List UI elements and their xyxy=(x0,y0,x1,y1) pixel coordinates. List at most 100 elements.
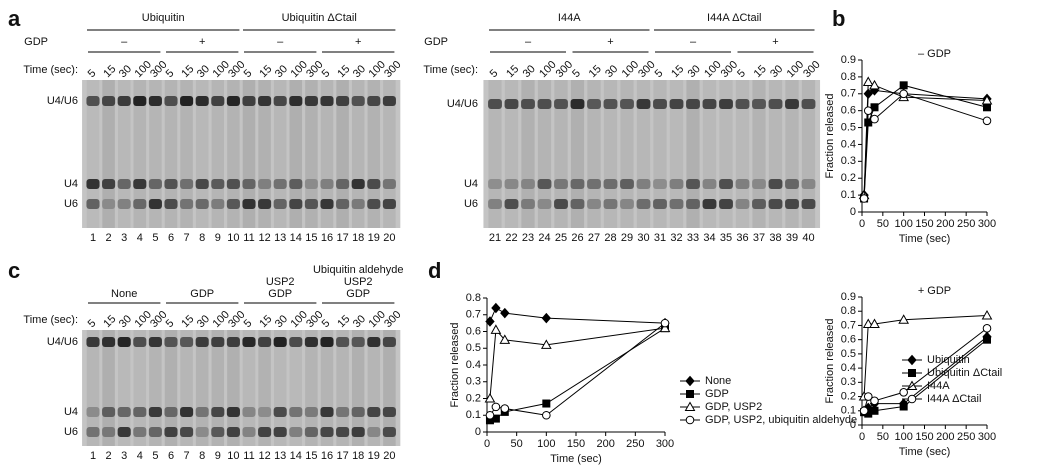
gel-band xyxy=(195,199,209,209)
gel-lane xyxy=(686,80,700,228)
gel-band xyxy=(801,199,816,209)
gel-band xyxy=(603,99,618,109)
gel-band xyxy=(164,427,178,437)
panel-label: c xyxy=(8,258,20,283)
gel-band xyxy=(488,179,502,189)
gel-band xyxy=(195,427,209,437)
lane-number: 19 xyxy=(368,232,380,244)
gel-band xyxy=(702,199,717,209)
lane-number: 28 xyxy=(604,232,616,244)
gel-band xyxy=(273,179,287,189)
gel-band xyxy=(180,199,194,209)
gdp-row-label: GDP xyxy=(24,36,48,48)
gel-band xyxy=(367,179,381,189)
y-tick-label: 0.6 xyxy=(841,334,856,346)
lane-number: 25 xyxy=(555,232,567,244)
time-label: 300 xyxy=(801,59,822,80)
gel-band xyxy=(488,99,502,109)
gel-band xyxy=(768,179,783,189)
gel-lane xyxy=(258,330,271,446)
y-tick-label: 0.9 xyxy=(841,291,856,303)
gel-lane xyxy=(211,80,225,228)
x-tick-label: 100 xyxy=(894,218,912,230)
gel-lane xyxy=(149,80,162,228)
x-tick-label: 200 xyxy=(596,438,614,450)
gel-lane xyxy=(488,80,502,228)
marker xyxy=(899,89,908,99)
y-tick-label: 0.9 xyxy=(841,54,856,66)
gel-band xyxy=(133,96,147,106)
gel-band xyxy=(653,199,667,209)
x-tick-label: 50 xyxy=(877,218,889,230)
time-label: 300 xyxy=(382,309,403,330)
gel-band xyxy=(273,407,287,417)
lane-number: 17 xyxy=(336,232,348,244)
legend-label: None xyxy=(705,375,731,387)
gel-band xyxy=(521,179,535,189)
marker xyxy=(898,314,910,324)
panel-label: a xyxy=(8,6,21,31)
gel-band xyxy=(258,337,272,347)
gel-band xyxy=(211,427,225,437)
gel-band xyxy=(752,99,766,109)
lane-number: 18 xyxy=(352,232,364,244)
gel-band xyxy=(195,179,209,189)
lane-number: 22 xyxy=(505,232,517,244)
gel-band xyxy=(180,407,194,417)
gdp-sign: – xyxy=(525,36,532,48)
gel-lane xyxy=(653,80,667,228)
x-tick-label: 200 xyxy=(936,431,954,443)
band-label: U6 xyxy=(464,198,478,210)
lane-number: 18 xyxy=(352,450,364,462)
marker xyxy=(908,369,916,377)
y-tick-label: 0.1 xyxy=(466,409,481,421)
gel-lane xyxy=(164,330,178,446)
gel-lane xyxy=(554,80,568,228)
marker xyxy=(869,79,880,90)
time-label: 5 xyxy=(570,67,583,80)
x-tick-label: 250 xyxy=(957,431,975,443)
gel-band xyxy=(785,99,799,109)
time-label: 5 xyxy=(320,317,333,330)
marker xyxy=(982,116,992,126)
gel-band xyxy=(351,199,365,209)
gel-lane xyxy=(86,330,100,446)
gel-lane xyxy=(180,80,193,228)
gel-lane xyxy=(351,80,365,228)
gel-band xyxy=(320,96,334,106)
y-tick-label: 0 xyxy=(475,426,481,438)
gel-band xyxy=(102,407,116,417)
gel-band xyxy=(382,407,396,417)
gel-band xyxy=(133,337,147,347)
marker xyxy=(685,375,695,387)
gel-band xyxy=(768,199,783,209)
gel-band xyxy=(211,199,225,209)
lane-number: 10 xyxy=(227,450,239,462)
legend-label: Ubiquitin ΔCtail xyxy=(927,367,1002,379)
gel-band xyxy=(719,179,733,189)
x-axis-label: Time (sec) xyxy=(550,453,602,465)
protein-label: I44A ΔCtail xyxy=(707,12,761,24)
y-tick-label: 0.6 xyxy=(841,105,856,117)
gel-band xyxy=(351,427,365,437)
gel-band xyxy=(289,427,303,437)
y-tick-label: 0 xyxy=(850,419,856,431)
x-tick-label: 100 xyxy=(537,438,555,450)
gel-band xyxy=(180,96,194,106)
gel-band xyxy=(570,179,585,189)
lane-number: 1 xyxy=(90,232,96,244)
lane-number: 14 xyxy=(290,450,302,462)
lane-number: 11 xyxy=(243,232,254,244)
x-tick-label: 150 xyxy=(915,218,933,230)
gel-band xyxy=(86,427,100,437)
gel-band xyxy=(117,199,131,209)
gel-band xyxy=(86,337,100,347)
condition-label: GDP xyxy=(268,288,292,300)
lane-number: 17 xyxy=(336,450,348,462)
y-axis-label: Fraction released xyxy=(824,94,836,179)
gel-band xyxy=(636,179,651,189)
y-tick-label: 0.7 xyxy=(466,309,481,321)
x-tick-label: 0 xyxy=(859,431,865,443)
